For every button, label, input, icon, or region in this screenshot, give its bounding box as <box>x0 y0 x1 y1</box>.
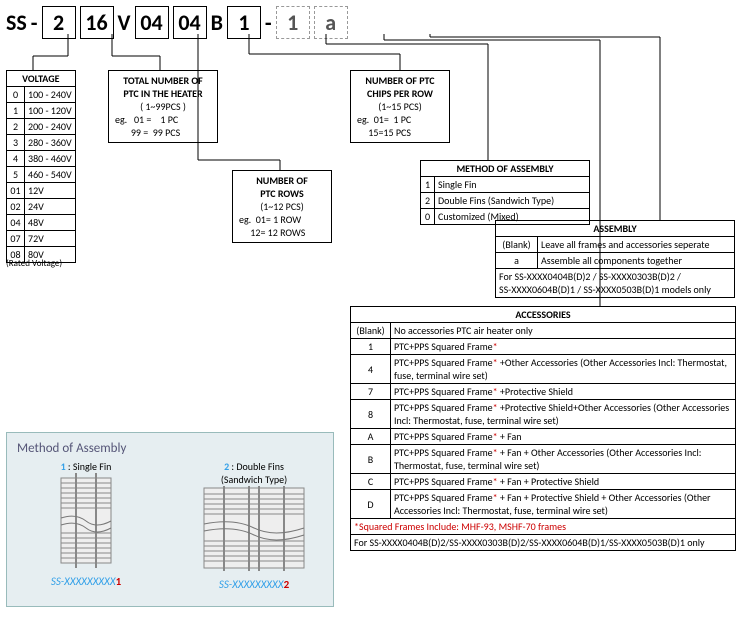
code-b1: 2 <box>42 6 76 39</box>
totalptc-block: TOTAL NUMBER OF PTC IN THE HEATER ( 1~99… <box>108 70 218 143</box>
accessories-table: ACCESSORIES (Blank)No accessories PTC ai… <box>350 306 736 551</box>
code-v: V <box>118 9 131 36</box>
acc-foot1: *Squared Frames Include: MHF-93, MSHF-70… <box>354 520 566 533</box>
chips-block: NUMBER OF PTC CHIPS PER ROW (1~15 PCS) e… <box>350 70 450 143</box>
assembly-diagram: Method of Assembly 1 : Single Fin <box>6 432 334 607</box>
code-b: B <box>211 9 223 36</box>
code-b2: 16 <box>80 6 114 39</box>
code-prefix: SS <box>6 9 27 36</box>
code-b6: 1 <box>276 6 310 39</box>
acc-foot2: For SS-XXXX0404B(D)2/SS-XXXX0303B(D)2/SS… <box>351 535 736 551</box>
voltage-table: VOLTAGE 0100 - 240V1100 - 120V2200 - 240… <box>6 70 76 263</box>
method-table: METHOD OF ASSEMBLY 1Single Fin2Double Fi… <box>420 160 590 225</box>
code-b5: 1 <box>227 6 261 39</box>
voltage-foot: (Rated Voltage) <box>6 258 62 269</box>
single-fin-icon <box>41 473 131 568</box>
code-b4: 04 <box>173 6 207 39</box>
code-dash2: - <box>265 9 272 36</box>
rows-block: NUMBER OF PTC ROWS (1~12 PCS) eg. 01= 1 … <box>232 170 332 243</box>
part-code: SS - 2 16 V 04 04 B 1 - 1 a <box>6 6 740 39</box>
double-fin-icon <box>194 486 314 571</box>
code-dash: - <box>31 9 38 36</box>
code-b3: 04 <box>135 6 169 39</box>
voltage-title: VOLTAGE <box>7 71 76 87</box>
code-b7: a <box>314 6 348 39</box>
assembly-table: ASSEMBLY (Blank)Leave all frames and acc… <box>495 220 735 298</box>
